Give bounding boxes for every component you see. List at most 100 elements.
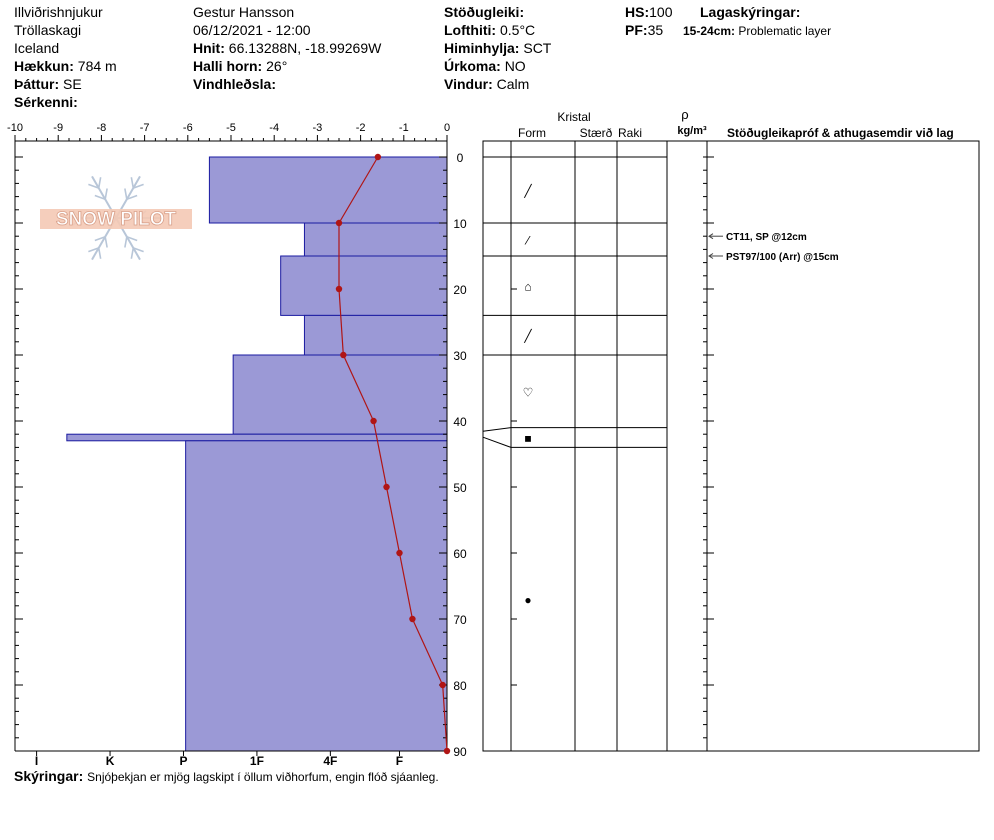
hardness-bar [66, 433, 448, 442]
temperature-point [370, 417, 377, 425]
top-tick-label: -7 [140, 122, 150, 134]
layer-note-text: Problematic layer [738, 24, 832, 38]
header-left: Illviðrishnjukur Tröllaskagi Iceland Hæk… [14, 3, 117, 111]
top-tick-label: -10 [7, 122, 23, 134]
snowflake-branch [88, 183, 99, 189]
crystal-symbol: ● [524, 593, 531, 607]
depth-tick-label: 30 [453, 349, 467, 363]
top-tick-label: 0 [444, 122, 450, 134]
layer-boundary-connector [482, 436, 512, 448]
wind-loading-label: Vindhleðsla: [193, 76, 276, 92]
depth-tick-label: 70 [453, 613, 467, 627]
snowflake-branch [126, 235, 138, 242]
layer-note-row: 15-24cm: Problematic layer [683, 22, 831, 40]
snowflake-branch [104, 188, 108, 200]
region-name: Tröllaskagi [14, 22, 82, 38]
temperature-point [383, 483, 390, 491]
footer-label: Skýringar: [14, 768, 84, 784]
wind-row: Vindur: Calm [444, 76, 530, 92]
precip-row: Úrkoma: NO [444, 58, 526, 74]
temperature-point [409, 615, 416, 623]
depth-tick-label: 50 [453, 481, 467, 495]
snowflake-branch [97, 247, 102, 259]
top-tick-label: -8 [97, 122, 107, 134]
size-header: Stærð [580, 126, 613, 140]
form-header: Form [518, 126, 546, 140]
depth-tick-label: 60 [453, 547, 467, 561]
observation-datetime: 06/12/2021 - 12:00 [193, 22, 311, 38]
snowflake-branch [94, 235, 106, 242]
density-unit: kg/m³ [677, 125, 707, 137]
temperature-point [335, 219, 343, 227]
hardness-bar [303, 314, 448, 356]
country-name: Iceland [14, 40, 60, 56]
snowflake-branch [124, 188, 128, 200]
top-tick-label: -5 [226, 122, 236, 134]
crystal-symbol: ⌂ [524, 280, 531, 294]
depth-tick-label: 20 [453, 283, 467, 297]
pf-row: PF:35 [625, 22, 664, 38]
header-far-right: HS:100 PF:35 [625, 3, 672, 39]
top-tick-label: -1 [399, 122, 409, 134]
features-label: Sérkenni: [14, 94, 78, 110]
layer-note-range: 15-24cm: [683, 24, 736, 38]
snowpilot-logo: SNOW PILOT [40, 175, 192, 261]
snowflake-branch [94, 194, 106, 201]
crystal-symbol: ╱ [523, 183, 532, 198]
logo-band [40, 209, 192, 229]
hardness-tick-label: P [179, 754, 187, 768]
top-tick-label: -9 [53, 122, 63, 134]
layer-notes-label: Lagaskýringar: [700, 4, 801, 20]
temperature-point [335, 285, 343, 293]
hardness-tick-label: 4F [323, 754, 337, 768]
test-arrow-head [708, 233, 714, 240]
hardness-profile [66, 156, 448, 752]
hardness-tick-label: F [396, 754, 403, 768]
depth-tick-label: 10 [453, 217, 467, 231]
observer-name: Gestur Hansson [193, 4, 295, 20]
hardness-bar [303, 222, 448, 257]
hs-row: HS:100 [625, 4, 673, 20]
moisture-header: Raki [618, 126, 642, 140]
density-symbol: ρ [681, 107, 688, 122]
profile-axes: -10 -9 -8 -7 -6 -5 -4 -3 -2 -1 0010203040506070809… [7, 122, 467, 768]
sky-row: Himinhylja: SCT [444, 40, 552, 56]
temperature-line [338, 156, 448, 752]
snowflake-branch [126, 194, 138, 201]
depth-tick-label: 40 [453, 415, 467, 429]
temperature-profile [335, 153, 451, 755]
hardness-bar [208, 156, 448, 224]
test-arrow-head [708, 253, 714, 259]
snowflake-branch [97, 177, 102, 189]
temperature-point [340, 351, 347, 359]
hardness-tick-label: 1F [250, 754, 264, 768]
temperature-point [443, 747, 451, 755]
layer-table: Kristal Form Stærð Raki ρ kg/m³ Stöðugleikapró… [482, 107, 980, 752]
hardness-bar [185, 440, 448, 752]
stability-label: Stöðugleiki: [444, 4, 525, 20]
hardness-bar [232, 354, 448, 435]
depth-tick-label: 90 [453, 745, 467, 759]
layer-boundary-connector [482, 427, 512, 432]
tests-header: Stöðugleikapróf & athugasemdir við lag [727, 126, 954, 140]
depth-tick-label: 0 [457, 151, 464, 165]
top-tick-label: -3 [313, 122, 323, 134]
elevation-row: Hækkun: 784 m [14, 58, 117, 74]
test-label: CT11, SP @12cm [726, 232, 807, 243]
snowflake-branch [124, 236, 128, 248]
top-tick-label: -2 [356, 122, 366, 134]
slope-row: Halli horn: 26° [193, 58, 288, 74]
top-tick-label: -4 [269, 122, 279, 134]
temperature-point [396, 549, 403, 557]
crystal-symbol: ■ [524, 432, 531, 446]
layer-notes: Lagaskýringar: [700, 3, 800, 21]
crystal-symbol: ⁄ [524, 234, 531, 248]
depth-tick-label: 80 [453, 679, 467, 693]
snowflake-branch [130, 247, 135, 259]
crystal-symbol: ╱ [523, 328, 532, 343]
crystal-header: Kristal [557, 110, 590, 124]
top-tick-label: -6 [183, 122, 193, 134]
coords-row: Hnit: 66.13288N, -18.99269W [193, 40, 382, 56]
location-name: Illviðrishnjukur [14, 4, 103, 20]
